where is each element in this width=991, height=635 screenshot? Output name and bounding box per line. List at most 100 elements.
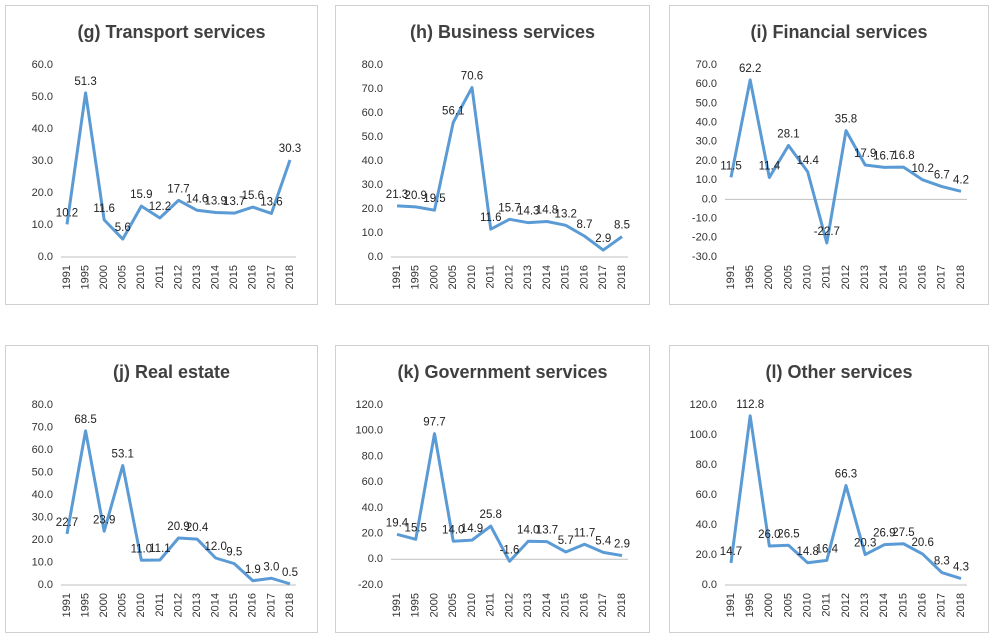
- x-tick-label: 2013: [859, 593, 871, 617]
- data-label: 12.2: [149, 201, 171, 213]
- y-tick-label: 100.0: [689, 429, 717, 441]
- x-tick-label: 2011: [821, 265, 833, 289]
- y-tick-label: 10.0: [32, 556, 53, 568]
- y-tick-label: 80.0: [696, 459, 717, 471]
- x-tick-label: 2011: [485, 593, 497, 617]
- x-tick-label: 1995: [410, 593, 422, 617]
- panel: [335, 345, 650, 633]
- y-tick-label: 120.0: [689, 399, 717, 411]
- data-label: 11.5: [720, 160, 742, 172]
- data-label: 62.2: [739, 63, 761, 75]
- x-tick-label: 2011: [821, 593, 833, 617]
- x-tick-label: 2000: [428, 265, 440, 289]
- x-tick-label: 1991: [61, 265, 73, 289]
- x-tick-label: 2012: [172, 593, 184, 617]
- x-tick-label: 2010: [135, 265, 147, 289]
- x-tick-label: 2018: [284, 265, 296, 289]
- data-label: 6.7: [934, 170, 950, 182]
- x-tick-label: 2014: [541, 265, 553, 289]
- data-label: 20.4: [186, 522, 209, 534]
- data-label: 17.9: [854, 148, 876, 160]
- x-tick-label: 2012: [840, 265, 852, 289]
- x-tick-label: 2015: [228, 593, 240, 617]
- x-tick-label: 2018: [616, 593, 628, 617]
- data-label: 11.6: [480, 212, 502, 224]
- data-label: 3.0: [263, 561, 279, 573]
- x-tick-label: 2016: [917, 265, 929, 289]
- data-label: 16.8: [892, 150, 914, 162]
- data-label: 17.7: [167, 183, 189, 195]
- data-label: 13.2: [555, 208, 577, 220]
- x-tick-label: 2018: [955, 265, 967, 289]
- x-tick-label: 1995: [744, 593, 756, 617]
- data-label: 56.1: [442, 105, 464, 117]
- y-tick-label: 40.0: [362, 502, 383, 514]
- data-label: -1.6: [500, 544, 520, 556]
- data-label: 14.4: [796, 155, 819, 167]
- data-label: 14.6: [186, 193, 208, 205]
- panel: [669, 5, 989, 305]
- x-tick-label: 2017: [936, 593, 948, 617]
- y-tick-label: 0.0: [368, 251, 383, 263]
- data-line: [396, 432, 623, 563]
- data-label: 13.6: [260, 197, 282, 209]
- data-label: 5.6: [115, 222, 131, 234]
- chart-title: (h) Business services: [410, 22, 595, 42]
- data-label: 5.4: [595, 535, 612, 547]
- y-tick-label: 40.0: [32, 489, 53, 501]
- x-tick-label: 2015: [897, 593, 909, 617]
- x-tick-label: 2011: [485, 265, 497, 289]
- data-label: 23.9: [93, 514, 115, 526]
- data-label: 20.9: [405, 190, 427, 202]
- x-tick-label: 2013: [191, 265, 203, 289]
- x-tick-label: 2011: [154, 593, 166, 617]
- x-tick-label: 1991: [725, 265, 737, 289]
- x-tick-label: 2011: [154, 265, 166, 289]
- x-tick-label: 2000: [98, 265, 110, 289]
- chart-title: (g) Transport services: [77, 22, 265, 42]
- x-tick-label: 2017: [597, 593, 609, 617]
- y-tick-label: 20.0: [32, 187, 53, 199]
- x-tick-label: 2005: [117, 593, 129, 617]
- x-tick-label: 2010: [466, 593, 478, 617]
- data-label: 16.7: [873, 150, 895, 162]
- data-label: 14.7: [720, 546, 742, 558]
- data-label: 8.3: [934, 556, 950, 568]
- y-tick-label: 60.0: [362, 107, 383, 119]
- data-label: 19.4: [386, 517, 409, 529]
- data-label: 0.5: [282, 567, 298, 579]
- x-tick-label: 2017: [936, 265, 948, 289]
- data-label: 10.2: [911, 163, 933, 175]
- y-tick-label: 50.0: [32, 91, 53, 103]
- y-tick-label: 80.0: [362, 450, 383, 462]
- data-label: 12.0: [204, 541, 226, 553]
- x-tick-label: 2000: [98, 593, 110, 617]
- data-line: [729, 78, 962, 245]
- x-tick-label: 2005: [782, 265, 794, 289]
- x-tick-label: 1995: [79, 593, 91, 617]
- y-tick-label: 0.0: [38, 251, 53, 263]
- x-tick-label: 1995: [79, 265, 91, 289]
- x-tick-label: 2005: [447, 265, 459, 289]
- panel: [5, 5, 318, 305]
- x-tick-label: 2013: [859, 265, 871, 289]
- data-label: 13.7: [536, 525, 558, 537]
- x-tick-label: 2013: [522, 593, 534, 617]
- x-tick-label: 2017: [265, 593, 277, 617]
- chart-title: (j) Real estate: [113, 362, 230, 382]
- data-label: 11.6: [93, 203, 115, 215]
- x-tick-label: 1991: [391, 265, 403, 289]
- data-label: 13.9: [204, 196, 226, 208]
- data-label: 35.8: [835, 114, 857, 126]
- y-tick-label: 120.0: [355, 399, 383, 411]
- data-label: 26.5: [777, 528, 799, 540]
- y-tick-label: 60.0: [362, 476, 383, 488]
- y-tick-label: 80.0: [362, 59, 383, 71]
- data-line: [729, 414, 962, 580]
- data-label: 13.7: [223, 196, 245, 208]
- data-label: 4.3: [953, 562, 969, 574]
- x-tick-label: 2005: [117, 265, 129, 289]
- data-label: 8.5: [614, 220, 630, 232]
- y-tick-label: 10.0: [362, 227, 383, 239]
- y-tick-label: 0.0: [368, 553, 383, 565]
